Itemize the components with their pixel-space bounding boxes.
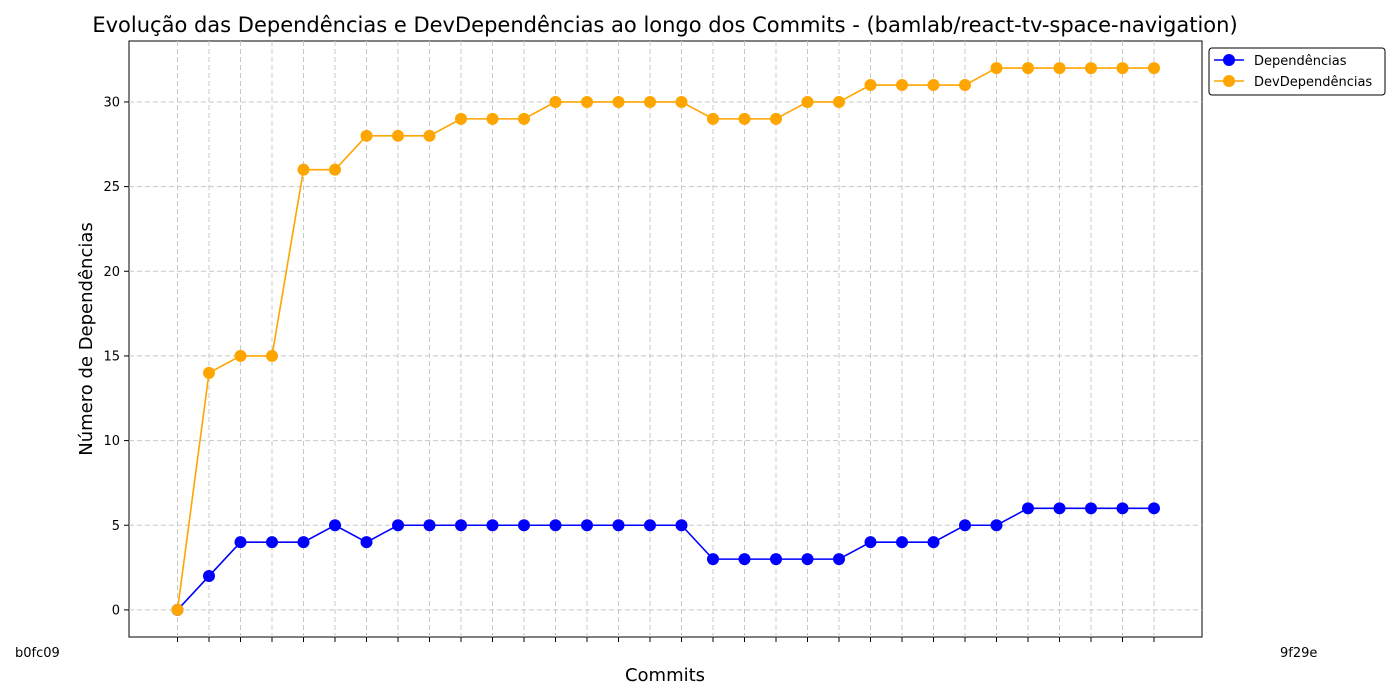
- data-point-devdependencias: [833, 95, 845, 108]
- data-point-dependencias: [675, 519, 688, 532]
- legend-label-devdependencias: DevDependências: [1254, 75, 1372, 90]
- data-point-devdependencias: [549, 95, 562, 108]
- data-point-devdependencias: [581, 95, 593, 108]
- x-axis-label: Commits: [625, 665, 705, 686]
- data-point-dependencias: [833, 553, 845, 566]
- data-point-dependencias: [738, 553, 751, 566]
- data-point-dependencias: [266, 536, 278, 549]
- legend-marker-dependencias: [1223, 54, 1235, 66]
- data-point-dependencias: [770, 553, 782, 566]
- legend-label-dependencias: Dependências: [1254, 54, 1347, 69]
- series-layer: [171, 62, 1160, 616]
- data-point-dependencias: [392, 519, 404, 532]
- data-point-devdependencias: [927, 79, 940, 92]
- data-point-devdependencias: [360, 129, 373, 142]
- data-point-dependencias: [360, 536, 373, 549]
- y-axis-label: Número de Dependências: [76, 222, 97, 456]
- data-point-devdependencias: [959, 79, 971, 92]
- data-point-dependencias: [423, 519, 436, 532]
- data-point-devdependencias: [864, 79, 877, 92]
- x-tick-label-last: 9f29e: [1280, 646, 1317, 661]
- data-point-devdependencias: [455, 112, 467, 125]
- data-point-dependencias: [1053, 502, 1066, 515]
- data-point-dependencias: [1148, 502, 1160, 515]
- data-point-dependencias: [959, 519, 971, 532]
- ticks-layer: 0 5 10 15 20 25 30: [103, 95, 1155, 642]
- data-point-devdependencias: [896, 79, 908, 92]
- data-point-devdependencias: [203, 366, 215, 379]
- data-point-dependencias: [1085, 502, 1097, 515]
- data-point-dependencias: [990, 519, 1003, 532]
- data-point-dependencias: [581, 519, 593, 532]
- data-point-dependencias: [801, 553, 814, 566]
- data-point-devdependencias: [171, 603, 184, 616]
- data-point-devdependencias: [612, 95, 625, 108]
- y-tick-label: 10: [103, 434, 120, 449]
- data-point-devdependencias: [486, 112, 499, 125]
- legend-marker-devdependencias: [1223, 75, 1235, 87]
- data-point-devdependencias: [675, 95, 688, 108]
- data-point-dependencias: [486, 519, 499, 532]
- data-point-devdependencias: [1022, 62, 1034, 75]
- data-point-dependencias: [612, 519, 625, 532]
- y-tick-label: 15: [103, 349, 120, 364]
- chart-title: Evolução das Dependências e DevDependênc…: [92, 13, 1237, 37]
- data-point-dependencias: [1022, 502, 1034, 515]
- data-point-dependencias: [1116, 502, 1129, 515]
- legend: Dependências DevDependências: [1208, 47, 1386, 96]
- legend-box: [1208, 47, 1386, 96]
- data-point-dependencias: [518, 519, 530, 532]
- data-point-devdependencias: [990, 62, 1003, 75]
- data-point-devdependencias: [423, 129, 436, 142]
- data-point-devdependencias: [297, 163, 310, 176]
- data-point-devdependencias: [1116, 62, 1129, 75]
- data-point-devdependencias: [392, 129, 404, 142]
- data-point-devdependencias: [738, 112, 751, 125]
- y-tick-label: 5: [112, 519, 120, 534]
- data-point-devdependencias: [770, 112, 782, 125]
- data-point-dependencias: [329, 519, 341, 532]
- y-tick-label: 30: [103, 95, 120, 110]
- data-point-dependencias: [864, 536, 877, 549]
- data-point-dependencias: [549, 519, 562, 532]
- data-point-devdependencias: [1148, 62, 1160, 75]
- data-point-devdependencias: [266, 349, 278, 362]
- y-tick-label: 20: [103, 265, 120, 280]
- data-point-devdependencias: [234, 349, 247, 362]
- data-point-devdependencias: [644, 95, 656, 108]
- data-point-devdependencias: [518, 112, 530, 125]
- data-point-dependencias: [234, 536, 247, 549]
- data-point-dependencias: [455, 519, 467, 532]
- y-tick-label: 0: [112, 603, 120, 618]
- data-point-dependencias: [927, 536, 940, 549]
- data-point-dependencias: [644, 519, 656, 532]
- x-tick-label-first: b0fc09: [15, 646, 60, 661]
- data-point-dependencias: [707, 553, 719, 566]
- data-point-devdependencias: [1085, 62, 1097, 75]
- data-point-devdependencias: [329, 163, 341, 176]
- data-point-dependencias: [297, 536, 310, 549]
- data-point-dependencias: [203, 570, 215, 583]
- data-point-devdependencias: [801, 95, 814, 108]
- data-point-devdependencias: [1053, 62, 1066, 75]
- plot-area: [128, 40, 1203, 638]
- data-point-dependencias: [896, 536, 908, 549]
- y-tick-label: 25: [103, 180, 120, 195]
- data-point-devdependencias: [707, 112, 719, 125]
